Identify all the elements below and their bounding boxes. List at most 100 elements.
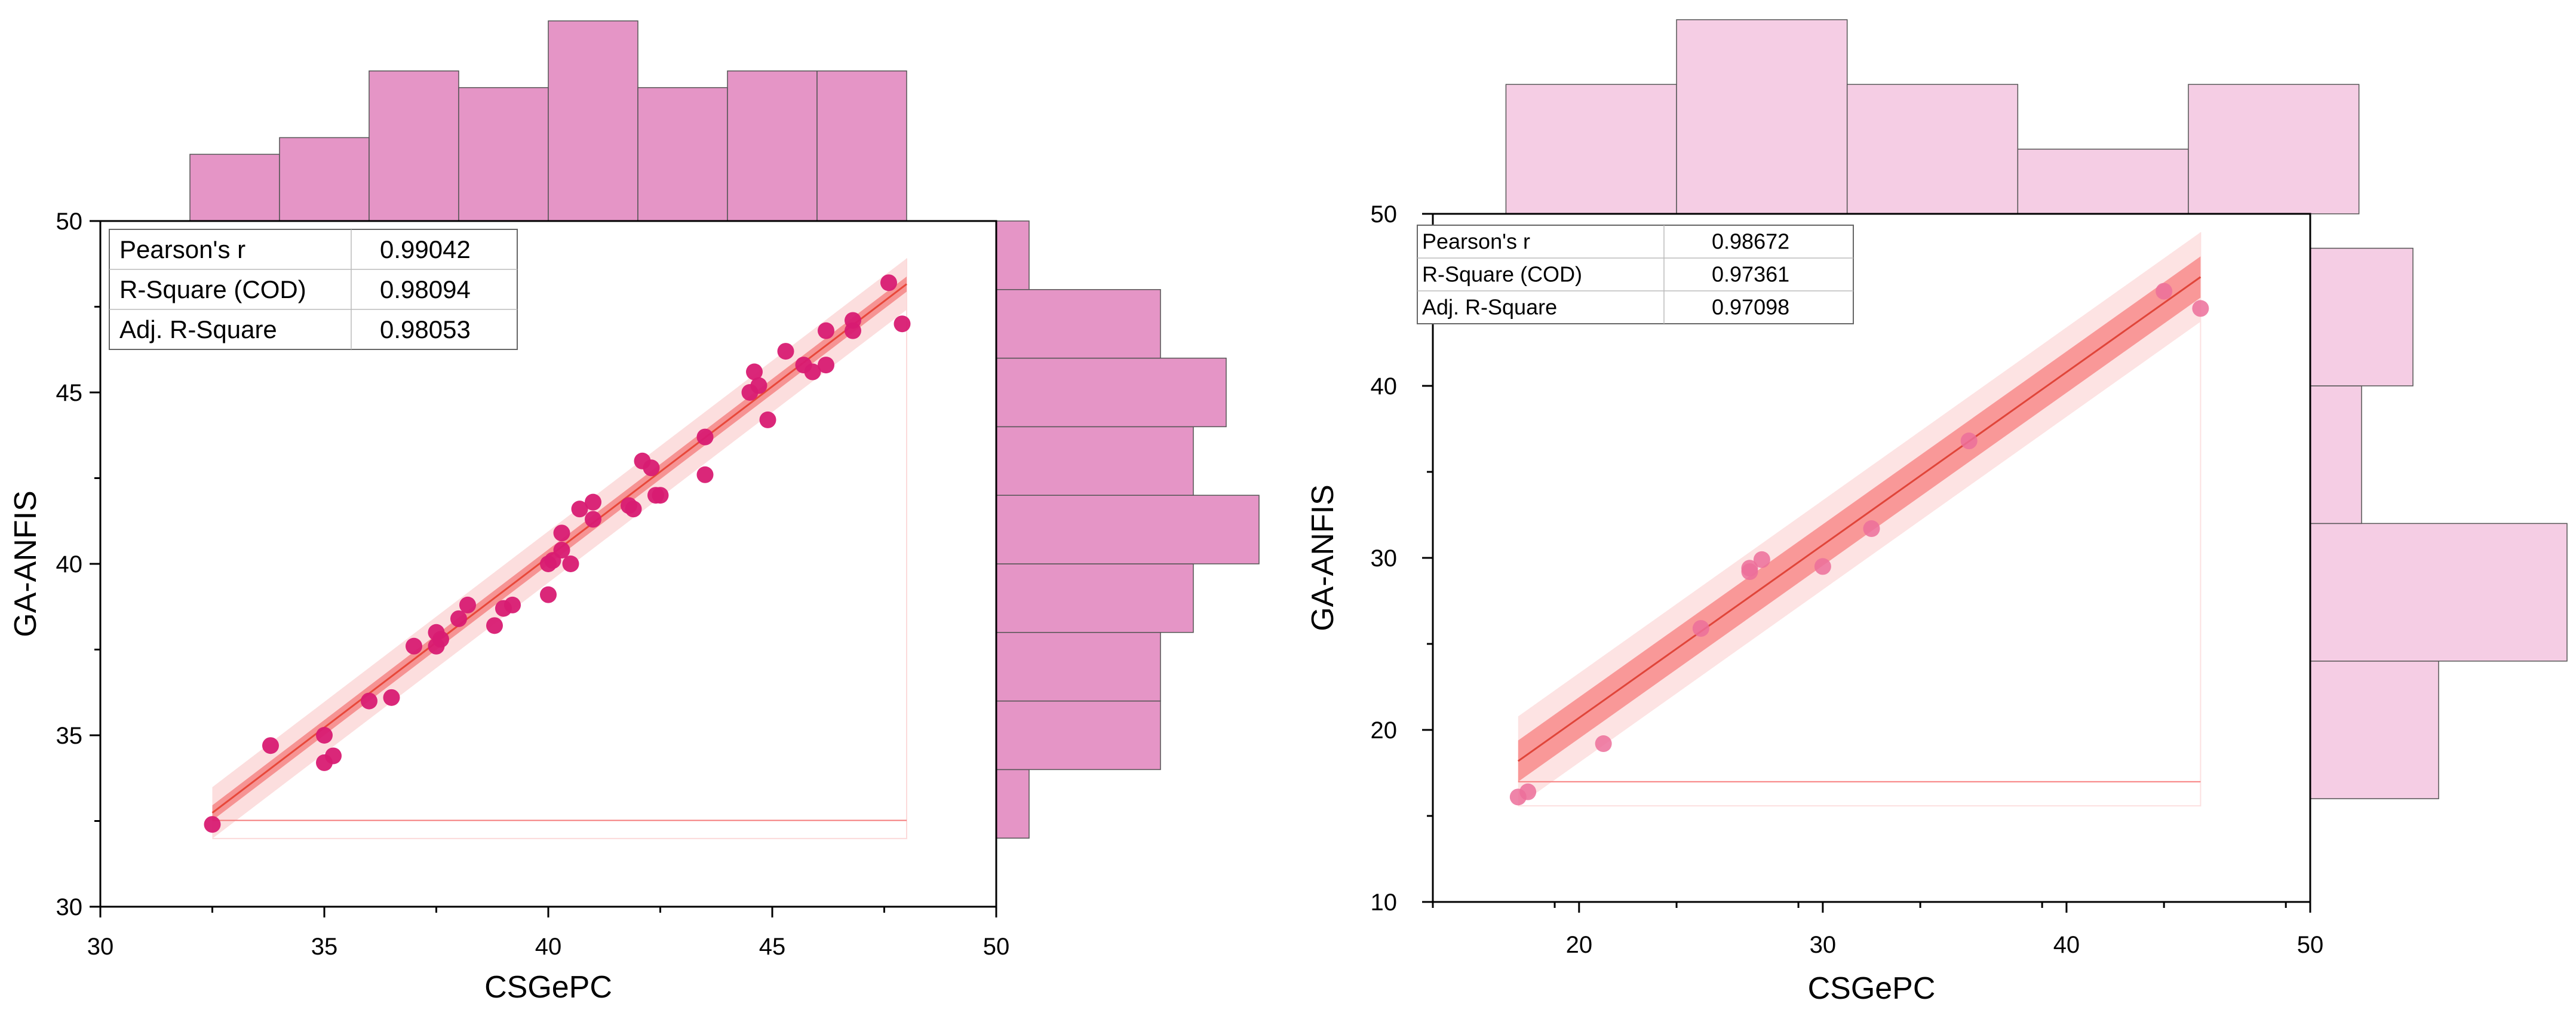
- y-axis: 30 35 40 45 50 GA-ANFIS: [8, 208, 100, 920]
- right-histogram-bar: [996, 426, 1194, 496]
- stats-value: 0.97098: [1712, 295, 1789, 320]
- right-histogram-bar: [996, 289, 1161, 359]
- stats-label: R-Square (COD): [119, 275, 306, 303]
- data-point: [204, 816, 221, 833]
- right-histogram-bar: [2310, 385, 2362, 524]
- stats-table: Pearson's r 0.99042 R-Square (COD) 0.98094 A…: [109, 229, 518, 350]
- data-point: [1753, 551, 1770, 568]
- stats-label: Pearson's r: [1422, 229, 1530, 254]
- top-histogram-bar: [189, 154, 280, 222]
- right-histogram-bar: [996, 700, 1161, 771]
- data-points: [1509, 283, 2209, 806]
- data-point: [894, 315, 911, 333]
- prediction-band-outline: [1518, 232, 2202, 807]
- data-point: [746, 363, 763, 380]
- x-tick-label: 50: [983, 934, 1010, 960]
- data-point: [696, 428, 714, 446]
- stats-label: Adj. R-Square: [119, 315, 277, 343]
- top-histogram-bar: [727, 70, 818, 222]
- right-histogram-bar: [996, 220, 1030, 290]
- right-histogram-bar: [2310, 247, 2414, 386]
- right-histogram-bar: [996, 495, 1260, 564]
- top-histogram-bar: [548, 20, 638, 222]
- data-point: [643, 459, 660, 477]
- data-point: [459, 596, 476, 613]
- data-point: [553, 524, 570, 542]
- data-point: [2156, 283, 2173, 300]
- data-point: [262, 737, 279, 754]
- top-histogram-bar: [1846, 84, 2019, 214]
- data-point: [759, 411, 776, 428]
- data-point: [361, 692, 377, 710]
- right-histogram-bar: [996, 769, 1030, 839]
- data-points: [204, 274, 911, 833]
- data-point: [585, 493, 601, 511]
- x-tick-label: 50: [2297, 932, 2324, 958]
- data-point: [880, 274, 897, 291]
- y-axis: 10 20 30 40 50 GA-ANFIS: [1306, 201, 1433, 916]
- right-histogram-bar: [2310, 523, 2568, 662]
- top-histogram-bar: [2017, 148, 2189, 214]
- top-histogram: [189, 20, 907, 222]
- stats-table-frame: [1417, 225, 1854, 324]
- x-axis: 20 30 40 50 CSGePC: [1432, 902, 2324, 1006]
- right-histogram: [2310, 247, 2568, 799]
- data-point: [2192, 300, 2209, 317]
- data-point: [750, 377, 767, 394]
- data-point: [804, 363, 821, 380]
- x-tick-label: 20: [1566, 932, 1593, 958]
- y-tick-label: 40: [1371, 373, 1398, 400]
- x-axis-title: CSGePC: [484, 970, 612, 1005]
- data-point: [383, 689, 400, 706]
- chart-2: 20 30 40 50 CSGePC 10 20 30 40 50 GA-ANFIS Pearson'…: [1306, 19, 2568, 1006]
- y-tick-label: 30: [56, 894, 83, 920]
- stats-value: 0.99042: [380, 235, 471, 263]
- data-point: [571, 501, 588, 518]
- top-histogram-bar: [1505, 84, 1677, 214]
- y-tick-label: 35: [56, 723, 83, 749]
- top-histogram-bar: [369, 70, 459, 222]
- top-histogram-bar: [2188, 84, 2360, 214]
- right-histogram-bar: [2310, 661, 2439, 799]
- data-point: [1960, 432, 1978, 450]
- data-point: [540, 586, 557, 603]
- data-point: [504, 596, 521, 613]
- data-point: [1741, 560, 1758, 577]
- stats-label: Adj. R-Square: [1422, 295, 1557, 320]
- y-tick-label: 20: [1371, 717, 1398, 744]
- x-tick-label: 40: [535, 934, 562, 960]
- data-point: [1519, 783, 1537, 800]
- data-point: [553, 542, 570, 559]
- y-tick-label: 10: [1371, 889, 1398, 916]
- data-point: [845, 322, 861, 339]
- top-histogram-bar: [458, 87, 549, 222]
- data-point: [562, 555, 579, 572]
- data-point: [486, 617, 503, 634]
- data-point: [406, 637, 422, 655]
- top-histogram-bar: [816, 70, 907, 222]
- data-point: [1863, 520, 1880, 538]
- x-tick-label: 40: [2053, 932, 2080, 958]
- plot-contents: [1509, 232, 2209, 807]
- top-histogram: [1505, 19, 2360, 214]
- top-histogram-bar: [637, 87, 728, 222]
- data-point: [450, 610, 467, 627]
- x-tick-label: 30: [1810, 932, 1837, 958]
- data-point: [818, 357, 834, 374]
- x-axis: 30 35 40 45 50 CSGePC: [87, 907, 1010, 1005]
- y-tick-label: 45: [56, 380, 83, 406]
- data-point: [625, 501, 642, 518]
- stats-table: Pearson's r 0.98672 R-Square (COD) 0.97361 A…: [1417, 225, 1854, 324]
- plot-contents: [204, 258, 911, 839]
- data-point: [432, 631, 449, 648]
- stats-label: R-Square (COD): [1422, 262, 1582, 287]
- data-point: [316, 727, 333, 744]
- right-histogram-bar: [996, 632, 1161, 702]
- y-tick-label: 50: [1371, 201, 1398, 228]
- y-tick-label: 50: [56, 208, 83, 235]
- data-point: [1692, 620, 1709, 637]
- right-histogram-bar: [996, 563, 1194, 633]
- stats-value: 0.98053: [380, 315, 471, 343]
- chart-1: 30 35 40 45 50 CSGePC 30 35 40 45 50 GA-ANFIS Pearso…: [8, 20, 1260, 1005]
